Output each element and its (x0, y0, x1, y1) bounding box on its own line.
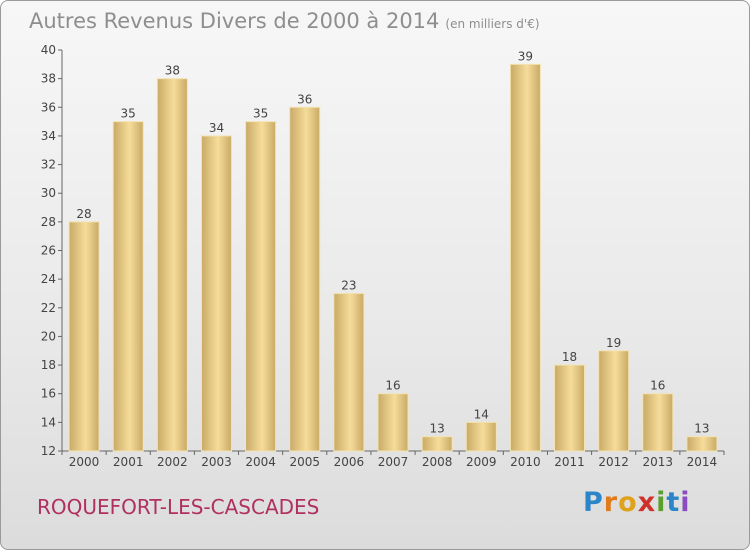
logo-letter: P (583, 487, 604, 518)
bar-value-label: 35 (253, 107, 268, 121)
bar-value-label: 39 (518, 49, 533, 63)
bar (200, 135, 232, 452)
y-tick-label: 34 (41, 129, 56, 143)
y-tick-label: 18 (41, 358, 56, 372)
bar (68, 221, 100, 452)
x-tick-label: 2002 (157, 455, 188, 469)
y-tick-label: 38 (41, 72, 56, 86)
y-tick-label: 32 (41, 158, 56, 172)
bar-value-label: 35 (121, 107, 136, 121)
logo-letter: o (618, 487, 638, 518)
bar (245, 121, 277, 452)
x-tick-label: 2011 (554, 455, 585, 469)
x-tick-label: 2009 (466, 455, 497, 469)
logo-letter: i (680, 487, 691, 518)
bar (642, 393, 674, 452)
x-tick-label: 2001 (113, 455, 144, 469)
x-tick-label: 2010 (510, 455, 541, 469)
bar (333, 292, 365, 452)
x-tick-label: 2005 (289, 455, 320, 469)
x-tick-label: 2008 (422, 455, 453, 469)
bars (68, 63, 718, 452)
y-tick-label: 22 (41, 301, 56, 315)
y-tick-label: 36 (41, 100, 56, 114)
bar (598, 350, 630, 452)
x-tick-label: 2013 (643, 455, 674, 469)
x-tick-label: 2006 (334, 455, 365, 469)
bar-value-label: 23 (341, 278, 356, 292)
bar-value-label: 28 (76, 207, 91, 221)
y-tick-label: 40 (41, 43, 56, 57)
bar-value-label: 13 (694, 422, 709, 436)
place-name: ROQUEFORT-LES-CASCADES (37, 495, 320, 519)
bar-value-label: 38 (165, 64, 180, 78)
logo-letter: t (666, 487, 681, 518)
value-labels: 28 35 38 34 35 36 23 16 13 14 39 18 19 16 13 (76, 49, 709, 435)
y-tick-label: 14 (41, 415, 56, 429)
bar (686, 436, 718, 452)
y-tick-label: 12 (41, 444, 56, 458)
x-tick-label: 2012 (598, 455, 629, 469)
logo-letter: i (656, 487, 667, 518)
bar-value-label: 16 (650, 379, 665, 393)
bar (465, 421, 497, 452)
y-tick-label: 20 (41, 329, 56, 343)
bar-value-label: 13 (429, 422, 444, 436)
x-tick-label: 2004 (245, 455, 276, 469)
chart-subtitle: (en milliers d'€) (445, 17, 540, 31)
chart-title-text: Autres Revenus Divers de 2000 à 2014 (29, 9, 440, 33)
logo-letter: r (603, 487, 619, 518)
chart-title: Autres Revenus Divers de 2000 à 2014 (en … (29, 9, 540, 33)
bar-value-label: 14 (474, 407, 489, 421)
bar-value-label: 16 (385, 379, 400, 393)
bar (289, 106, 321, 452)
bar-value-label: 34 (209, 121, 224, 135)
axes: 12 14 16 18 20 22 24 26 28 30 32 34 36 38 40 2000 2001 20… (41, 43, 725, 469)
bar (112, 121, 144, 452)
x-tick-label: 2014 (687, 455, 718, 469)
y-tick-label: 16 (41, 387, 56, 401)
bar-value-label: 19 (606, 336, 621, 350)
y-tick-label: 28 (41, 215, 56, 229)
bar (377, 393, 409, 452)
bar (156, 78, 188, 452)
bar (554, 364, 586, 452)
logo-letter: x (637, 487, 657, 518)
bar (421, 436, 453, 452)
bar-value-label: 36 (297, 92, 312, 106)
x-tick-label: 2000 (69, 455, 100, 469)
y-tick-label: 24 (41, 272, 56, 286)
x-tick-label: 2007 (378, 455, 409, 469)
y-tick-label: 26 (41, 244, 56, 258)
bar-value-label: 18 (562, 350, 577, 364)
proxiti-logo: Proxiti (583, 487, 691, 518)
x-tick-label: 2003 (201, 455, 232, 469)
y-tick-label: 30 (41, 186, 56, 200)
bar (509, 63, 541, 452)
